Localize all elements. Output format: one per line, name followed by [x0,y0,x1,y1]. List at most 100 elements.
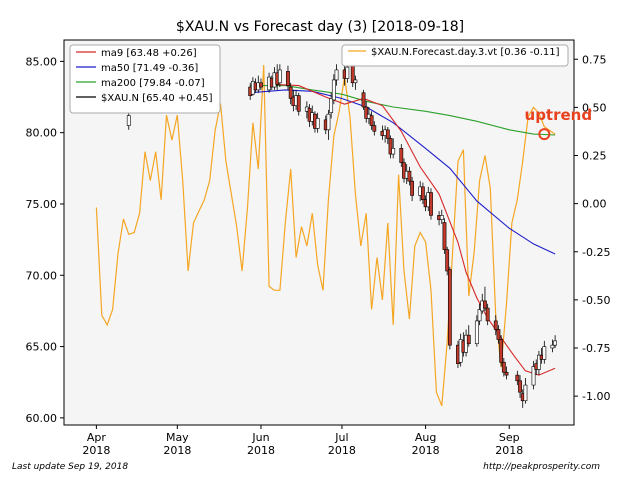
candle-body [445,249,450,272]
candle-body [496,329,501,340]
x-axis-tick-label: May 2018 [163,431,191,457]
candle-body [296,95,301,112]
legend-left-label: ma9 [63.48 +0.26] [101,48,197,59]
left-axis-tick-label: 85.00 [26,55,58,68]
candle-body [542,346,547,360]
candle-body [474,320,479,345]
candle-body [334,69,339,81]
candle-body [504,371,509,376]
candle [531,360,536,390]
candle-body [523,384,528,402]
candle [496,325,501,344]
candle [277,64,282,88]
candle [493,315,498,336]
right-axis-tick-label: 0.50 [582,101,607,114]
candle-body [326,113,331,131]
candle [315,112,320,133]
right-axis-tick-label: 0.25 [582,150,607,163]
legend-right-label: $XAU.N.Forecast.day.3.vt [0.36 -0.11] [371,47,560,58]
candle [474,315,479,347]
candle-body [345,66,350,79]
candle-body [286,71,290,86]
legend-left-label: $XAU.N [65.40 +0.45] [101,93,213,104]
candle-body [385,129,390,139]
candle [369,111,374,130]
candle [334,64,339,86]
candle-body [372,125,377,132]
candle [364,101,369,123]
candle-body [515,374,520,382]
candle [504,366,509,380]
candle-body [331,79,336,101]
candle-body [531,366,536,386]
candle-body [483,300,487,309]
candle [388,135,393,159]
left-axis-tick-label: 60.00 [26,412,58,425]
right-axis-tick-label: -0.50 [582,294,610,307]
candle [259,78,263,90]
candle [445,246,450,276]
ma9-series-line [269,83,556,376]
candle-body [485,307,490,322]
candle-body [315,118,320,129]
candle-body [277,69,282,84]
candle [523,377,528,404]
candle [286,65,290,90]
right-axis-tick-label: 0.75 [582,53,607,66]
right-axis-tick-label: -1.00 [582,390,610,403]
candle-body [369,115,374,126]
candle [399,144,404,167]
candle-body [388,138,393,155]
candle-body [429,192,433,216]
candle [542,340,547,364]
candle-body [353,79,358,84]
ma50-series-line [250,89,556,255]
candle-body [550,344,555,349]
chart-title: $XAU.N vs Forecast day (3) [2018-09-18] [176,19,464,35]
candle [361,89,366,110]
candle-body [259,82,263,88]
candle-body [518,380,522,393]
candle [515,370,520,386]
candle-body [477,309,482,322]
candle-body [439,215,444,220]
uptrend-label: uptrend [525,106,593,124]
candle [420,182,425,204]
candle [410,176,414,202]
candle-body [399,148,404,163]
candle [537,350,541,376]
candle-body [499,339,504,363]
x-axis-tick-label: Jul 2018 [328,431,356,457]
x-axis-tick-label: Jun 2018 [247,431,275,457]
candle-body [407,170,412,182]
x-axis-tick-label: Aug 2018 [412,431,440,457]
candle-body [329,98,334,114]
footer-last-update: Last update Sep 19, 2018 [12,462,129,472]
candle [329,92,334,119]
candle-body [402,162,406,179]
candle-body [493,320,498,330]
candle-body [288,86,293,99]
candle [402,158,406,183]
candle-body [126,115,131,126]
legend-left-box [69,44,221,114]
candle [499,335,504,367]
candle-body [410,180,414,196]
candle-body [537,354,541,370]
candle [447,266,452,350]
candle-body [361,92,366,108]
candle [391,138,396,159]
candle [326,109,331,140]
legend-left-label: ma200 [79.84 -0.07] [101,78,205,89]
candle [439,209,444,224]
candle [485,303,490,326]
candle [501,357,506,377]
candle-body [442,222,447,250]
uptrend-marker [538,128,551,141]
candle-body [364,106,369,119]
left-axis-tick-label: 65.00 [26,341,58,354]
legend-right-box [341,44,569,67]
legend-left-label: ma50 [71.49 -0.36] [101,63,198,74]
x-axis-tick-label: Apr 2018 [82,431,110,457]
